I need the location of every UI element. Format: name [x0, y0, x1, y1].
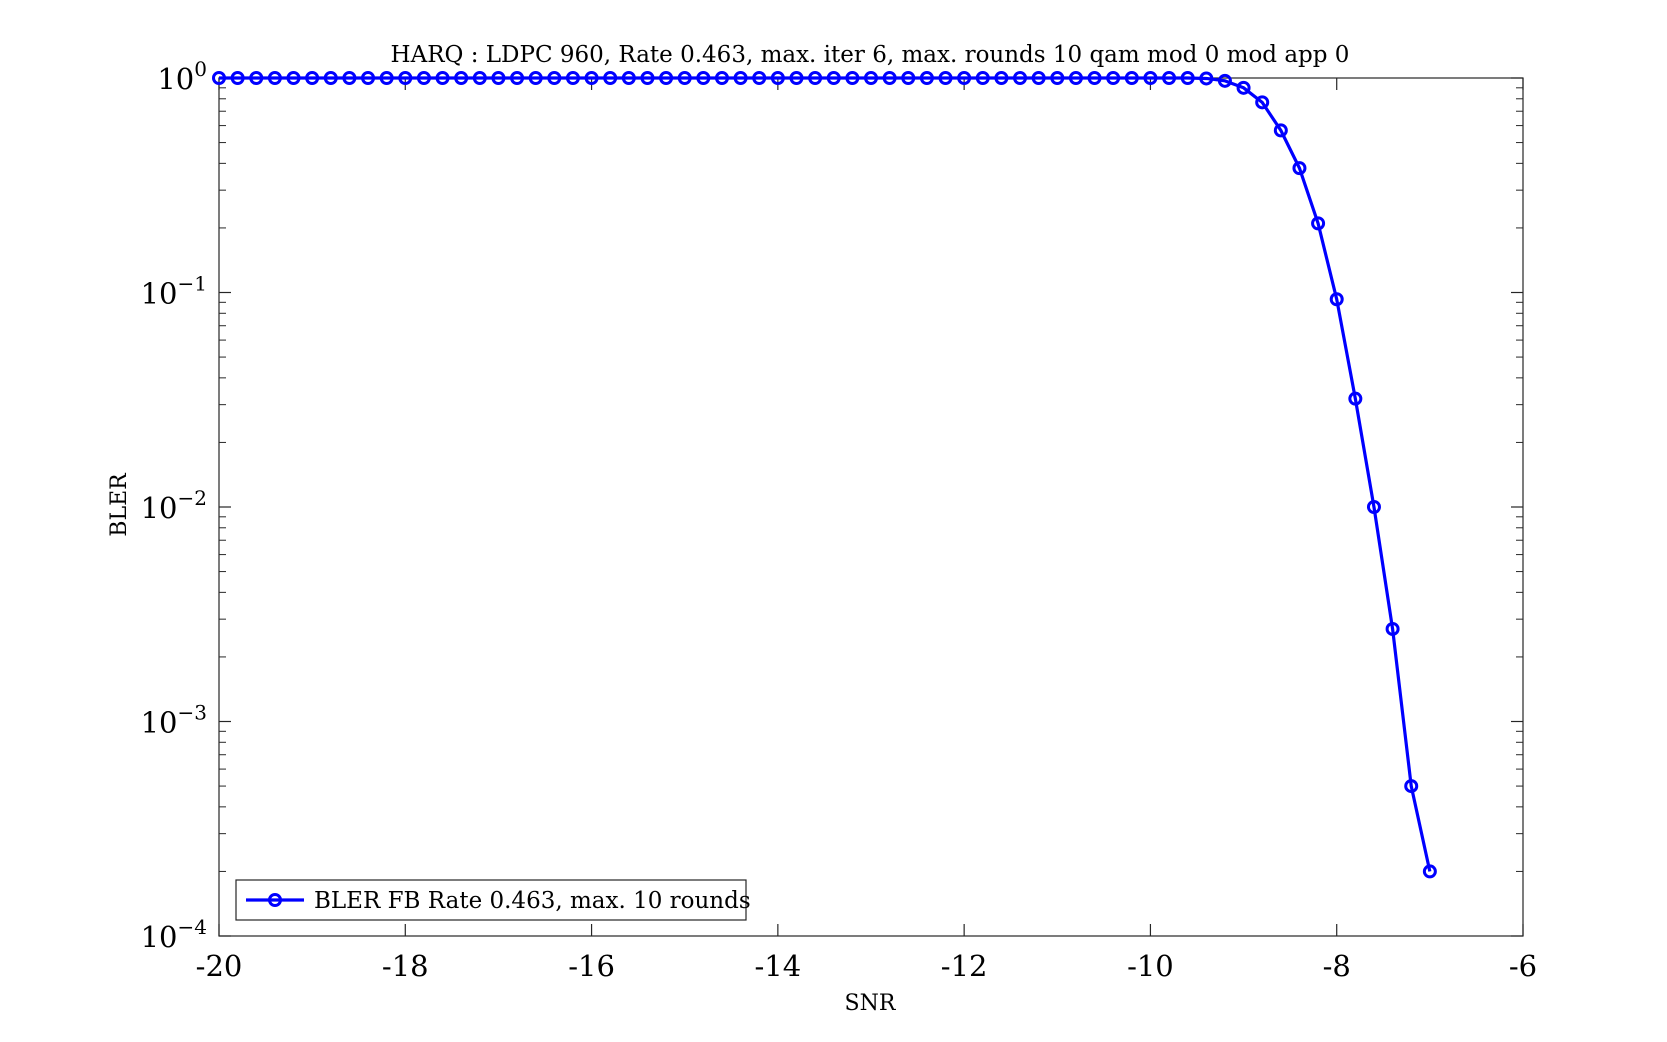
x-tick-label: -6: [1509, 949, 1537, 983]
data-point: [1013, 71, 1028, 85]
data-point: [1143, 71, 1158, 85]
x-tick-label: -14: [755, 949, 802, 983]
x-axis-label: SNR: [845, 991, 897, 1016]
legend-box: [235, 879, 747, 921]
y-tick-label: 100: [157, 57, 207, 96]
data-point: [714, 71, 729, 85]
data-point: [808, 71, 823, 85]
data-point: [435, 71, 450, 85]
y-tick-label: 10−2: [141, 486, 207, 525]
data-point: [1068, 71, 1083, 85]
data-point: [323, 71, 338, 85]
data-point: [1124, 71, 1139, 85]
data-point: [361, 71, 376, 85]
data-point: [1087, 71, 1102, 85]
data-point: [882, 71, 897, 85]
data-point: [230, 71, 245, 85]
data-point: [1366, 500, 1381, 514]
data-point: [547, 71, 562, 85]
data-point: [919, 71, 934, 85]
data-point: [994, 71, 1009, 85]
data-point: [1329, 292, 1344, 307]
data-point: [603, 71, 618, 85]
data-point: [640, 71, 655, 85]
data-point: [305, 71, 320, 85]
x-tick-label: -16: [568, 949, 615, 983]
axes: -20 -18 -16 -14 -12 -10 -8 -6 100 10−1 10−2 10−3 10−…: [141, 57, 1538, 983]
data-point: [267, 71, 282, 85]
data-point: [398, 71, 413, 85]
data-point: [752, 71, 767, 85]
legend-marker-swatch: [268, 893, 282, 907]
data-point: [1348, 391, 1363, 406]
data-point: [621, 71, 636, 85]
data-point: [1255, 95, 1270, 110]
data-point: [677, 71, 692, 85]
data-point: [1050, 71, 1065, 85]
data-point: [975, 71, 990, 85]
data-point: [1311, 216, 1326, 231]
data-point: [826, 71, 841, 85]
data-point: [1106, 71, 1121, 85]
data-point: [1217, 73, 1232, 88]
data-point: [286, 71, 301, 85]
plot-area-box: [218, 77, 1524, 937]
data-point: [864, 71, 878, 85]
y-axis-label: BLER: [107, 472, 132, 537]
x-tick-label: -18: [382, 949, 429, 983]
data-point: [789, 71, 804, 85]
legend: BLER FB Rate 0.463, max. 10 rounds: [235, 879, 751, 921]
x-tick-label: -10: [1127, 949, 1174, 983]
data-point: [342, 71, 357, 85]
data-point: [491, 71, 506, 85]
data-point: [565, 71, 580, 85]
data-point: [957, 71, 972, 85]
data-point: [1292, 161, 1307, 176]
data-point: [1199, 71, 1214, 86]
x-tick-label: -20: [196, 949, 243, 983]
series-line: [219, 76, 1432, 872]
data-point: [770, 71, 785, 85]
data-point: [901, 71, 916, 85]
data-point: [212, 71, 226, 85]
data-point: [696, 71, 711, 85]
x-tick-label: -12: [941, 949, 988, 983]
series-layer: [212, 71, 1437, 879]
data-point: [1031, 71, 1046, 85]
data-point: [1404, 779, 1419, 794]
legend-label: BLER FB Rate 0.463, max. 10 rounds: [314, 888, 751, 914]
chart-title: HARQ : LDPC 960, Rate 0.463, max. iter 6…: [391, 42, 1350, 68]
data-point: [1180, 71, 1195, 85]
data-point: [733, 71, 748, 85]
y-tick-label: 10−4: [141, 915, 207, 954]
y-tick-label: 10−1: [141, 272, 207, 311]
data-point: [938, 71, 953, 85]
data-point: [1422, 864, 1437, 879]
data-point: [1273, 123, 1288, 138]
data-point: [845, 71, 860, 85]
data-point: [249, 71, 264, 85]
data-point: [379, 71, 394, 85]
data-point: [1385, 621, 1400, 636]
data-point: [584, 71, 599, 85]
data-point: [1162, 71, 1177, 85]
data-point: [528, 71, 543, 85]
data-point: [454, 71, 469, 85]
data-point: [416, 71, 431, 85]
y-tick-label: 10−3: [141, 701, 207, 740]
data-point: [472, 71, 487, 85]
data-point: [1236, 80, 1251, 95]
data-point: [659, 71, 674, 85]
x-tick-label: -8: [1323, 949, 1351, 983]
data-point: [510, 71, 525, 85]
